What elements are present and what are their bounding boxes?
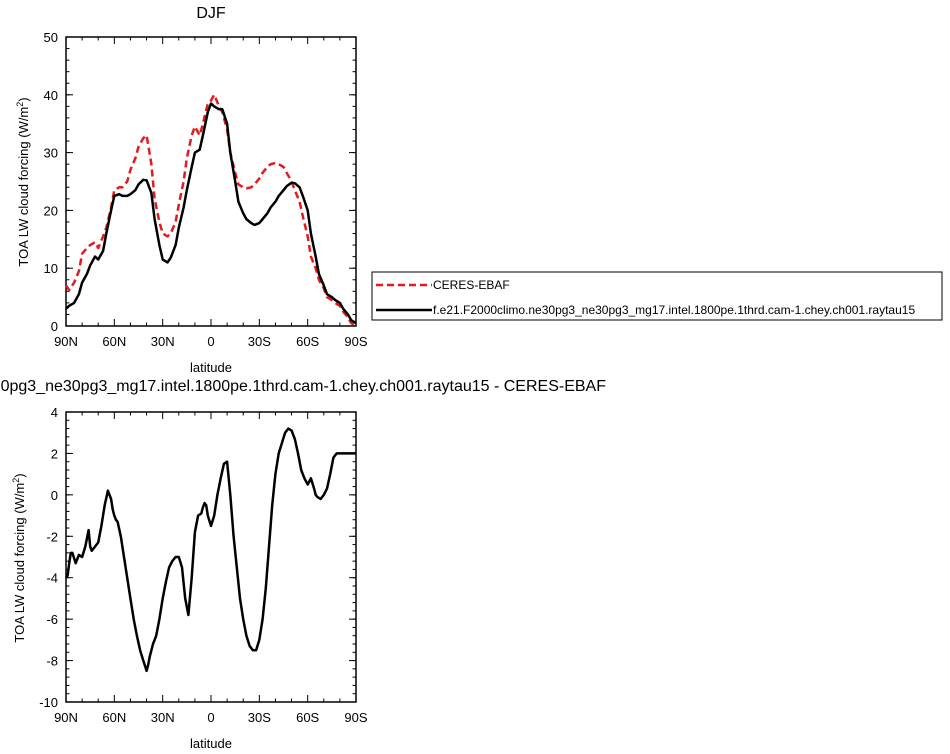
bottom-y-axis-label: TOA LW cloud forcing (W/m2) xyxy=(11,473,27,642)
legend-label-ceres: CERES-EBAF xyxy=(433,278,510,292)
bottom-x-tick-label: 60N xyxy=(102,710,126,725)
legend-box xyxy=(371,271,943,321)
top-series-line-1 xyxy=(65,102,357,325)
top-y-tick-label: 20 xyxy=(44,203,58,218)
bottom-plot-area: 90N 60N 30N 0 30S 60S 90S -10 -8 -6 -4 -2 0 2 4 xyxy=(39,405,368,725)
bottom-y-tick-label: 4 xyxy=(51,405,58,420)
top-y-tick-label: 50 xyxy=(44,30,58,45)
top-y-tick-label: 0 xyxy=(51,319,58,334)
legend: CERES-EBAF f.e21.F2000climo.ne30pg3_ne30… xyxy=(371,271,943,321)
top-y-tick-label: 30 xyxy=(44,146,58,161)
bottom-x-tick-label: 30S xyxy=(248,710,271,725)
top-y-tick-label: 10 xyxy=(44,261,58,276)
bottom-x-tick-label: 90N xyxy=(54,710,78,725)
bottom-x-tick-label: 30N xyxy=(151,710,175,725)
bottom-y-tick-label: -6 xyxy=(46,612,58,627)
top-x-tick-label: 90N xyxy=(54,334,78,349)
bottom-x-tick-label: 90S xyxy=(344,710,367,725)
bottom-chart: f.e21.F2000climo.ne30pg3_ne30pg3_mg17.in… xyxy=(0,378,606,751)
top-plot-frame xyxy=(65,36,357,327)
bottom-x-tick-label: 60S xyxy=(296,710,319,725)
bottom-series-line-0 xyxy=(65,427,356,673)
legend-label-model: f.e21.F2000climo.ne30pg3_ne30pg3_mg17.in… xyxy=(433,303,915,317)
top-series-line-0 xyxy=(64,93,357,328)
bottom-y-tick-label: -4 xyxy=(46,571,58,586)
bottom-y-tick-label: 0 xyxy=(51,488,58,503)
bottom-plot-frame xyxy=(65,411,357,703)
bottom-y-tick-label: -10 xyxy=(39,695,58,710)
top-y-axis-label: TOA LW cloud forcing (W/m2) xyxy=(15,97,31,266)
top-x-tick-label: 30N xyxy=(151,334,175,349)
top-x-axis-label: latitude xyxy=(190,360,232,375)
top-x-tick-label: 30S xyxy=(248,334,271,349)
top-x-tick-label: 60N xyxy=(102,334,126,349)
bottom-x-axis-label: latitude xyxy=(190,736,232,751)
top-chart-title: DJF xyxy=(196,5,226,22)
top-x-tick-label: 0 xyxy=(207,334,214,349)
top-y-tick-label: 40 xyxy=(44,88,58,103)
top-x-tick-label: 60S xyxy=(296,334,319,349)
bottom-x-tick-label: 0 xyxy=(207,710,214,725)
bottom-y-tick-label: -8 xyxy=(46,654,58,669)
bottom-y-tick-label: 2 xyxy=(51,446,58,461)
bottom-chart-title: f.e21.F2000climo.ne30pg3_ne30pg3_mg17.in… xyxy=(0,378,606,395)
top-chart: DJF 90N 60N 30N 0 30S 60S 90S 0 10 20 30 40 50 latit… xyxy=(15,5,368,375)
bottom-y-tick-label: -2 xyxy=(46,529,58,544)
top-x-tick-label: 90S xyxy=(344,334,367,349)
top-plot-area: 90N 60N 30N 0 30S 60S 90S 0 10 20 30 40 50 xyxy=(44,30,368,349)
